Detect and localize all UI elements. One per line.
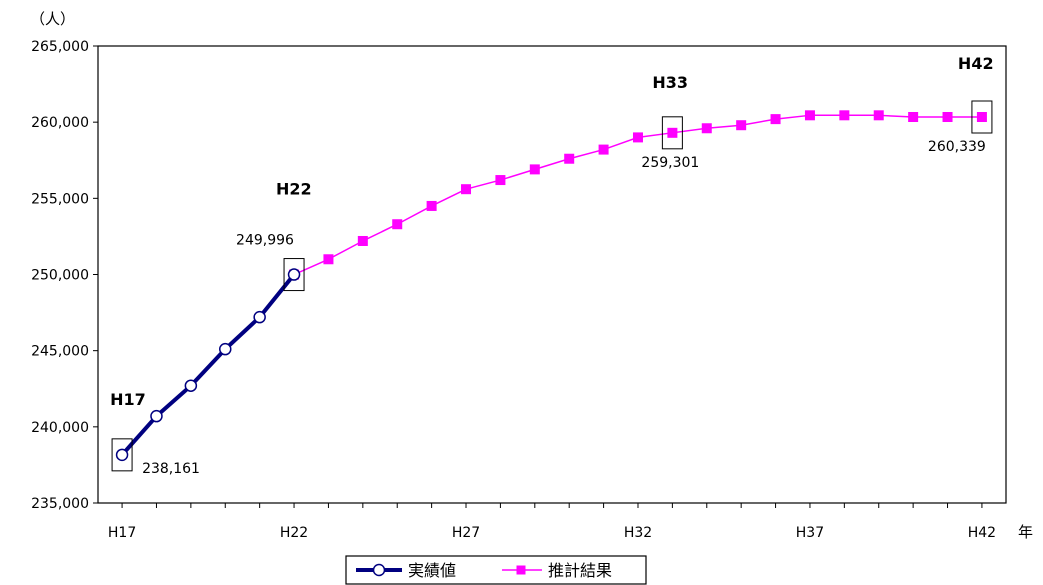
estimate-point bbox=[977, 112, 987, 122]
legend-actual-label: 実績値 bbox=[408, 561, 456, 580]
estimate-point bbox=[599, 145, 609, 155]
era-label: H17 bbox=[110, 390, 146, 409]
actual-point bbox=[254, 312, 265, 323]
actual-point bbox=[117, 449, 128, 460]
estimate-point bbox=[736, 120, 746, 130]
estimate-point bbox=[667, 128, 677, 138]
estimate-point bbox=[805, 110, 815, 120]
x-tick-label: H22 bbox=[280, 525, 308, 541]
x-tick-label: H42 bbox=[968, 525, 996, 541]
estimate-point bbox=[702, 123, 712, 133]
value-label: 238,161 bbox=[142, 461, 200, 477]
estimate-point bbox=[943, 112, 953, 122]
y-tick-label: 250,000 bbox=[31, 268, 89, 284]
y-tick-label: 260,000 bbox=[31, 115, 89, 131]
estimate-point bbox=[323, 254, 333, 264]
legend-estimate-marker bbox=[517, 566, 526, 575]
x-axis-unit: 年 bbox=[1018, 523, 1033, 541]
value-label: 260,339 bbox=[928, 139, 986, 155]
x-tick-label: H32 bbox=[624, 525, 652, 541]
estimate-point bbox=[495, 175, 505, 185]
x-tick-label: H27 bbox=[452, 525, 480, 541]
legend: 実績値 推計結果 bbox=[346, 556, 646, 584]
era-label: H33 bbox=[652, 73, 688, 92]
y-tick-label: 245,000 bbox=[31, 344, 89, 360]
actual-point bbox=[151, 411, 162, 422]
estimate-point bbox=[839, 110, 849, 120]
legend-estimate-label: 推計結果 bbox=[548, 561, 612, 580]
estimate-point bbox=[564, 154, 574, 164]
estimate-point bbox=[874, 110, 884, 120]
actual-point bbox=[289, 269, 300, 280]
y-axis-unit: （人） bbox=[30, 10, 75, 28]
plot-area bbox=[98, 46, 1006, 503]
estimate-point bbox=[908, 112, 918, 122]
estimate-point bbox=[461, 184, 471, 194]
actual-point bbox=[220, 344, 231, 355]
legend-actual-marker bbox=[374, 565, 385, 576]
x-tick-label: H37 bbox=[796, 525, 824, 541]
x-tick-label: H17 bbox=[108, 525, 136, 541]
estimate-point bbox=[392, 219, 402, 229]
estimate-point bbox=[358, 236, 368, 246]
estimate-point bbox=[633, 132, 643, 142]
estimate-point bbox=[771, 114, 781, 124]
estimate-point bbox=[427, 201, 437, 211]
actual-point bbox=[185, 380, 196, 391]
y-tick-label: 240,000 bbox=[31, 420, 89, 436]
y-tick-label: 235,000 bbox=[31, 496, 89, 512]
era-label: H22 bbox=[276, 180, 312, 199]
era-label: H42 bbox=[958, 54, 994, 73]
value-label: 259,301 bbox=[641, 155, 699, 171]
value-label: 249,996 bbox=[236, 233, 294, 249]
y-tick-label: 255,000 bbox=[31, 191, 89, 207]
estimate-point bbox=[530, 164, 540, 174]
y-tick-label: 265,000 bbox=[31, 39, 89, 55]
